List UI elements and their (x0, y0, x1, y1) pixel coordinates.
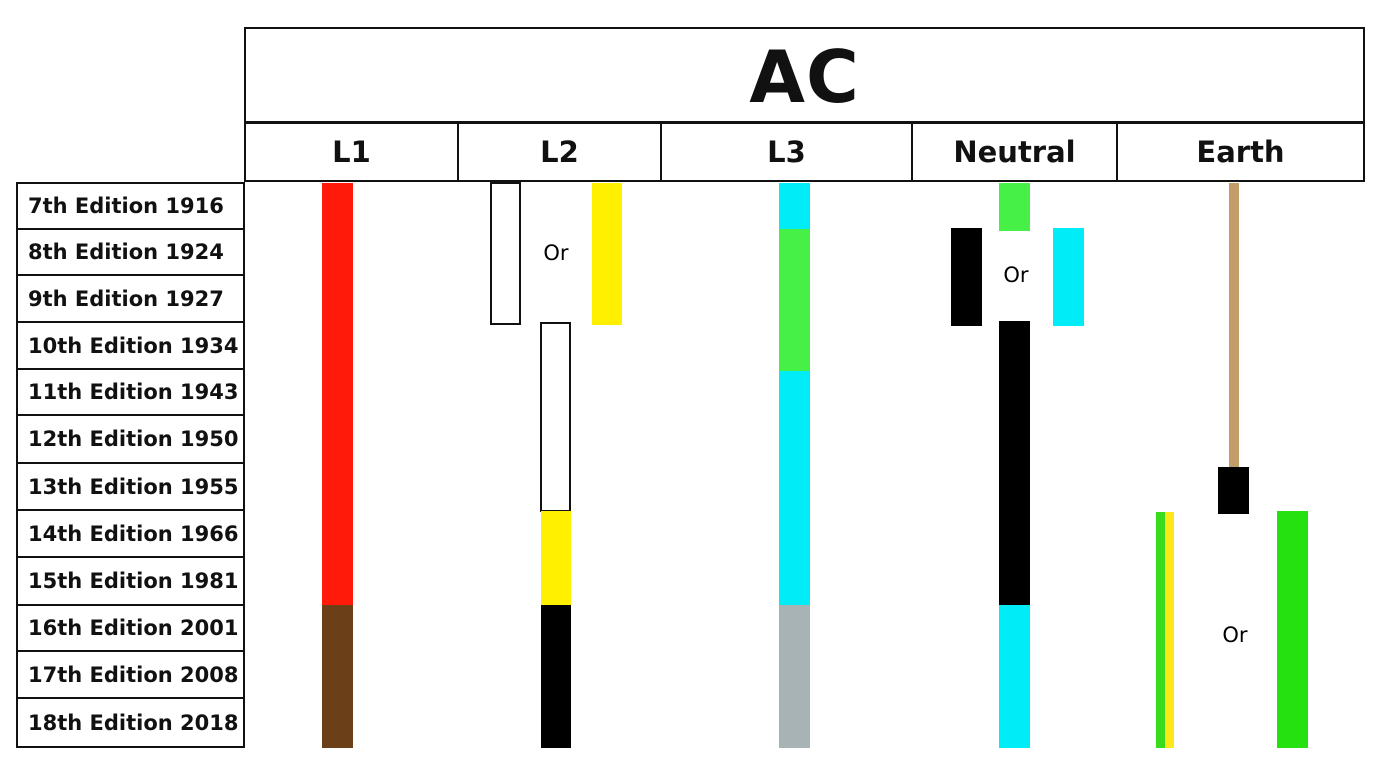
l2-black-bar (541, 605, 571, 748)
neutral-blue-bar (999, 605, 1030, 748)
l2-or-label: Or (543, 241, 569, 265)
column-header-earth: Earth (1116, 122, 1365, 182)
neutral-green-bar (999, 183, 1030, 231)
column-header-l2: L2 (457, 122, 662, 182)
edition-label: 16th Edition 2001 (16, 604, 245, 652)
earth-bare-conductor (1229, 183, 1239, 467)
page-title: AC (749, 35, 860, 119)
column-header-l1: L1 (244, 122, 459, 182)
earth-green-yellow-bar-green (1156, 512, 1166, 748)
neutral-black-bar-option (951, 228, 982, 326)
neutral-or-label: Or (1003, 263, 1029, 287)
column-header-neutral: Neutral (911, 122, 1118, 182)
l2-yellow-bar-early (592, 183, 622, 325)
l1-brown-bar (322, 605, 353, 748)
neutral-blue-bar-option (1053, 228, 1084, 326)
edition-label: 15th Edition 1981 (16, 556, 245, 606)
earth-green-bar (1277, 511, 1308, 748)
l2-white-bar-late (540, 322, 571, 512)
earth-black-bar (1218, 467, 1249, 514)
edition-label: 11th Edition 1943 (16, 368, 245, 416)
neutral-black-bar (999, 321, 1030, 605)
l2-yellow-bar-late (541, 511, 571, 605)
l3-green-bar (779, 229, 810, 371)
earth-or-label: Or (1222, 623, 1248, 647)
l1-red-bar (322, 183, 353, 605)
earth-green-yellow-bar-yellow (1165, 512, 1174, 748)
l3-blue-bar-early (779, 183, 810, 229)
l3-grey-bar (779, 605, 810, 748)
edition-label: 9th Edition 1927 (16, 274, 245, 323)
l3-blue-bar-late (779, 371, 810, 605)
edition-label: 18th Edition 2018 (16, 697, 245, 748)
l2-white-bar-early (490, 182, 521, 325)
